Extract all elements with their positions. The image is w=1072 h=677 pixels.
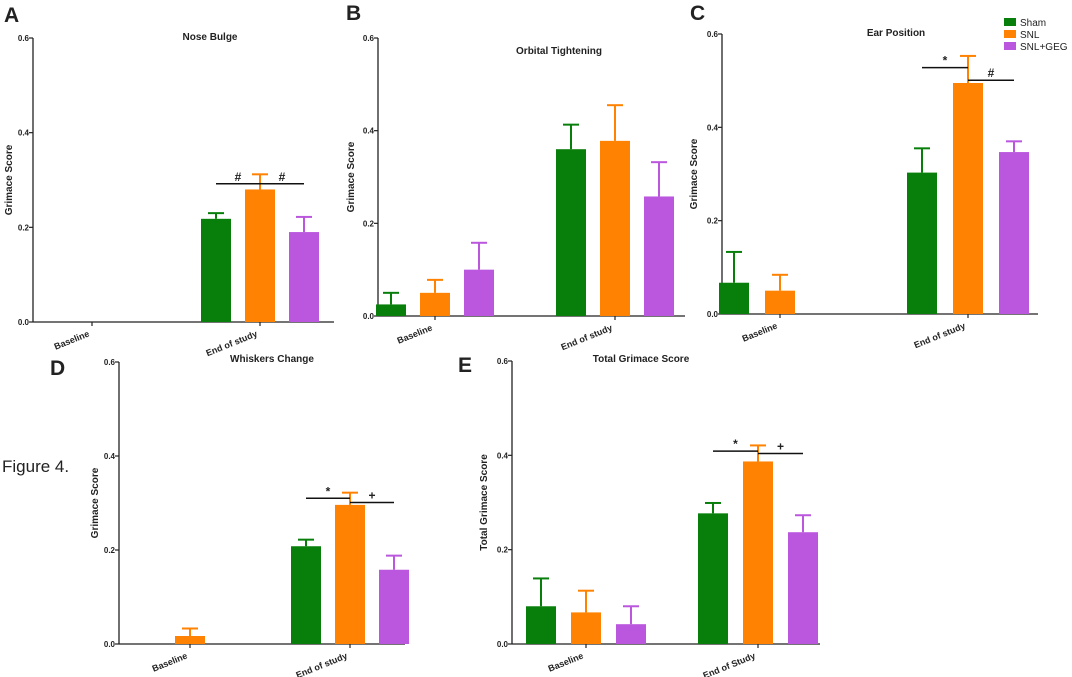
chart-panel-a: A Nose Bulge Grimace Score 0.0 0.2 0.4 0.6 Base… — [4, 4, 334, 358]
y-tick-label: 0.0 — [104, 640, 116, 649]
y-tick-label: 0.6 — [497, 357, 509, 366]
bar-snl-geg — [464, 269, 494, 316]
bar-snl — [175, 636, 205, 644]
significance-symbol: # — [988, 66, 995, 80]
chart-title: Total Grimace Score — [593, 354, 690, 365]
chart-title: Nose Bulge — [182, 32, 237, 43]
significance-symbol: + — [368, 489, 375, 503]
significance-symbol: + — [777, 439, 784, 453]
legend-swatch — [1004, 30, 1016, 38]
x-category-label: Baseline — [396, 323, 434, 346]
y-tick-label: 0.0 — [18, 318, 30, 327]
x-category-label: End of Study — [702, 651, 757, 677]
bar-snl — [335, 504, 365, 644]
y-tick-label: 0.6 — [363, 34, 375, 43]
y-tick-label: 0.4 — [18, 129, 30, 138]
legend-swatch — [1004, 42, 1016, 50]
panel-label: B — [346, 2, 361, 25]
y-tick-label: 0.0 — [707, 310, 719, 319]
legend-label: Sham — [1020, 18, 1046, 29]
bar-snl — [571, 612, 601, 644]
y-tick-label: 0.4 — [363, 127, 375, 136]
bar-sham — [698, 513, 728, 644]
figure-caption: Figure 4. — [2, 457, 69, 476]
y-tick-label: 0.0 — [497, 640, 509, 649]
y-tick-label: 0.0 — [363, 312, 375, 321]
chart-panel-b: B Orbital Tightening Grimace Score 0.0 0.2 0.… — [346, 2, 685, 352]
bar-snl-geg — [379, 569, 409, 644]
significance-symbol: # — [235, 170, 242, 184]
y-axis-label: Grimace Score — [689, 138, 700, 209]
y-tick-label: 0.2 — [707, 217, 719, 226]
bar-snl-geg — [289, 232, 319, 322]
y-tick-label: 0.4 — [497, 451, 509, 460]
y-axis-label: Grimace Score — [4, 144, 15, 215]
x-category-label: Baseline — [53, 329, 91, 352]
y-axis-label: Grimace Score — [346, 141, 357, 212]
y-axis-label: Grimace Score — [90, 467, 101, 538]
chart-title: Ear Position — [867, 28, 925, 39]
y-tick-label: 0.6 — [707, 30, 719, 39]
bar-snl-geg — [999, 152, 1029, 314]
panel-label: C — [690, 2, 705, 25]
x-category-label: Baseline — [547, 651, 585, 674]
y-tick-label: 0.6 — [18, 34, 30, 43]
legend-label: SNL — [1020, 30, 1040, 41]
legend-swatch — [1004, 18, 1016, 26]
y-tick-label: 0.6 — [104, 358, 116, 367]
panel-label: A — [4, 4, 19, 27]
bar-sham — [556, 149, 586, 316]
bar-snl — [420, 292, 450, 316]
chart-panel-e: E Total Grimace Score Total Grimace Score 0… — [458, 354, 820, 677]
chart-title: Whiskers Change — [230, 354, 314, 365]
x-category-label: End of study — [559, 323, 613, 353]
x-category-label: End of study — [912, 321, 966, 351]
y-axis-label: Total Grimace Score — [479, 454, 490, 551]
bar-snl-geg — [788, 532, 818, 644]
chart-panel-c: C Ear Position Grimace Score 0.0 0.2 0.4 0.6 Ba… — [689, 2, 1038, 350]
y-tick-label: 0.4 — [707, 123, 719, 132]
x-category-label: Baseline — [151, 651, 189, 674]
significance-symbol: * — [326, 484, 331, 498]
y-tick-label: 0.2 — [363, 219, 375, 228]
significance-symbol: * — [943, 54, 948, 68]
bar-sham — [291, 546, 321, 644]
chart-title: Orbital Tightening — [516, 46, 602, 57]
bar-sham — [376, 304, 406, 316]
bar-snl — [765, 290, 795, 314]
bar-sham — [719, 282, 749, 314]
significance-symbol: # — [279, 170, 286, 184]
bar-snl-geg — [644, 196, 674, 316]
significance-symbol: * — [733, 437, 738, 451]
bar-snl — [245, 189, 275, 322]
chart-panel-d: D Whiskers Change Grimace Score 0.0 0.2 0.4 0.… — [50, 354, 409, 677]
x-category-label: End of study — [294, 651, 348, 677]
bar-snl-geg — [616, 624, 646, 644]
y-tick-label: 0.2 — [497, 546, 509, 555]
x-category-label: Baseline — [741, 321, 779, 344]
bar-sham — [201, 218, 231, 322]
y-tick-label: 0.4 — [104, 452, 116, 461]
y-tick-label: 0.2 — [104, 546, 116, 555]
legend-label: SNL+GEG — [1020, 42, 1068, 53]
panel-label: E — [458, 354, 472, 377]
bar-sham — [907, 172, 937, 314]
bar-snl — [600, 140, 630, 316]
bar-snl — [743, 461, 773, 644]
panel-label: D — [50, 357, 65, 380]
bar-snl — [953, 83, 983, 314]
y-tick-label: 0.2 — [18, 223, 30, 232]
bar-sham — [526, 606, 556, 644]
